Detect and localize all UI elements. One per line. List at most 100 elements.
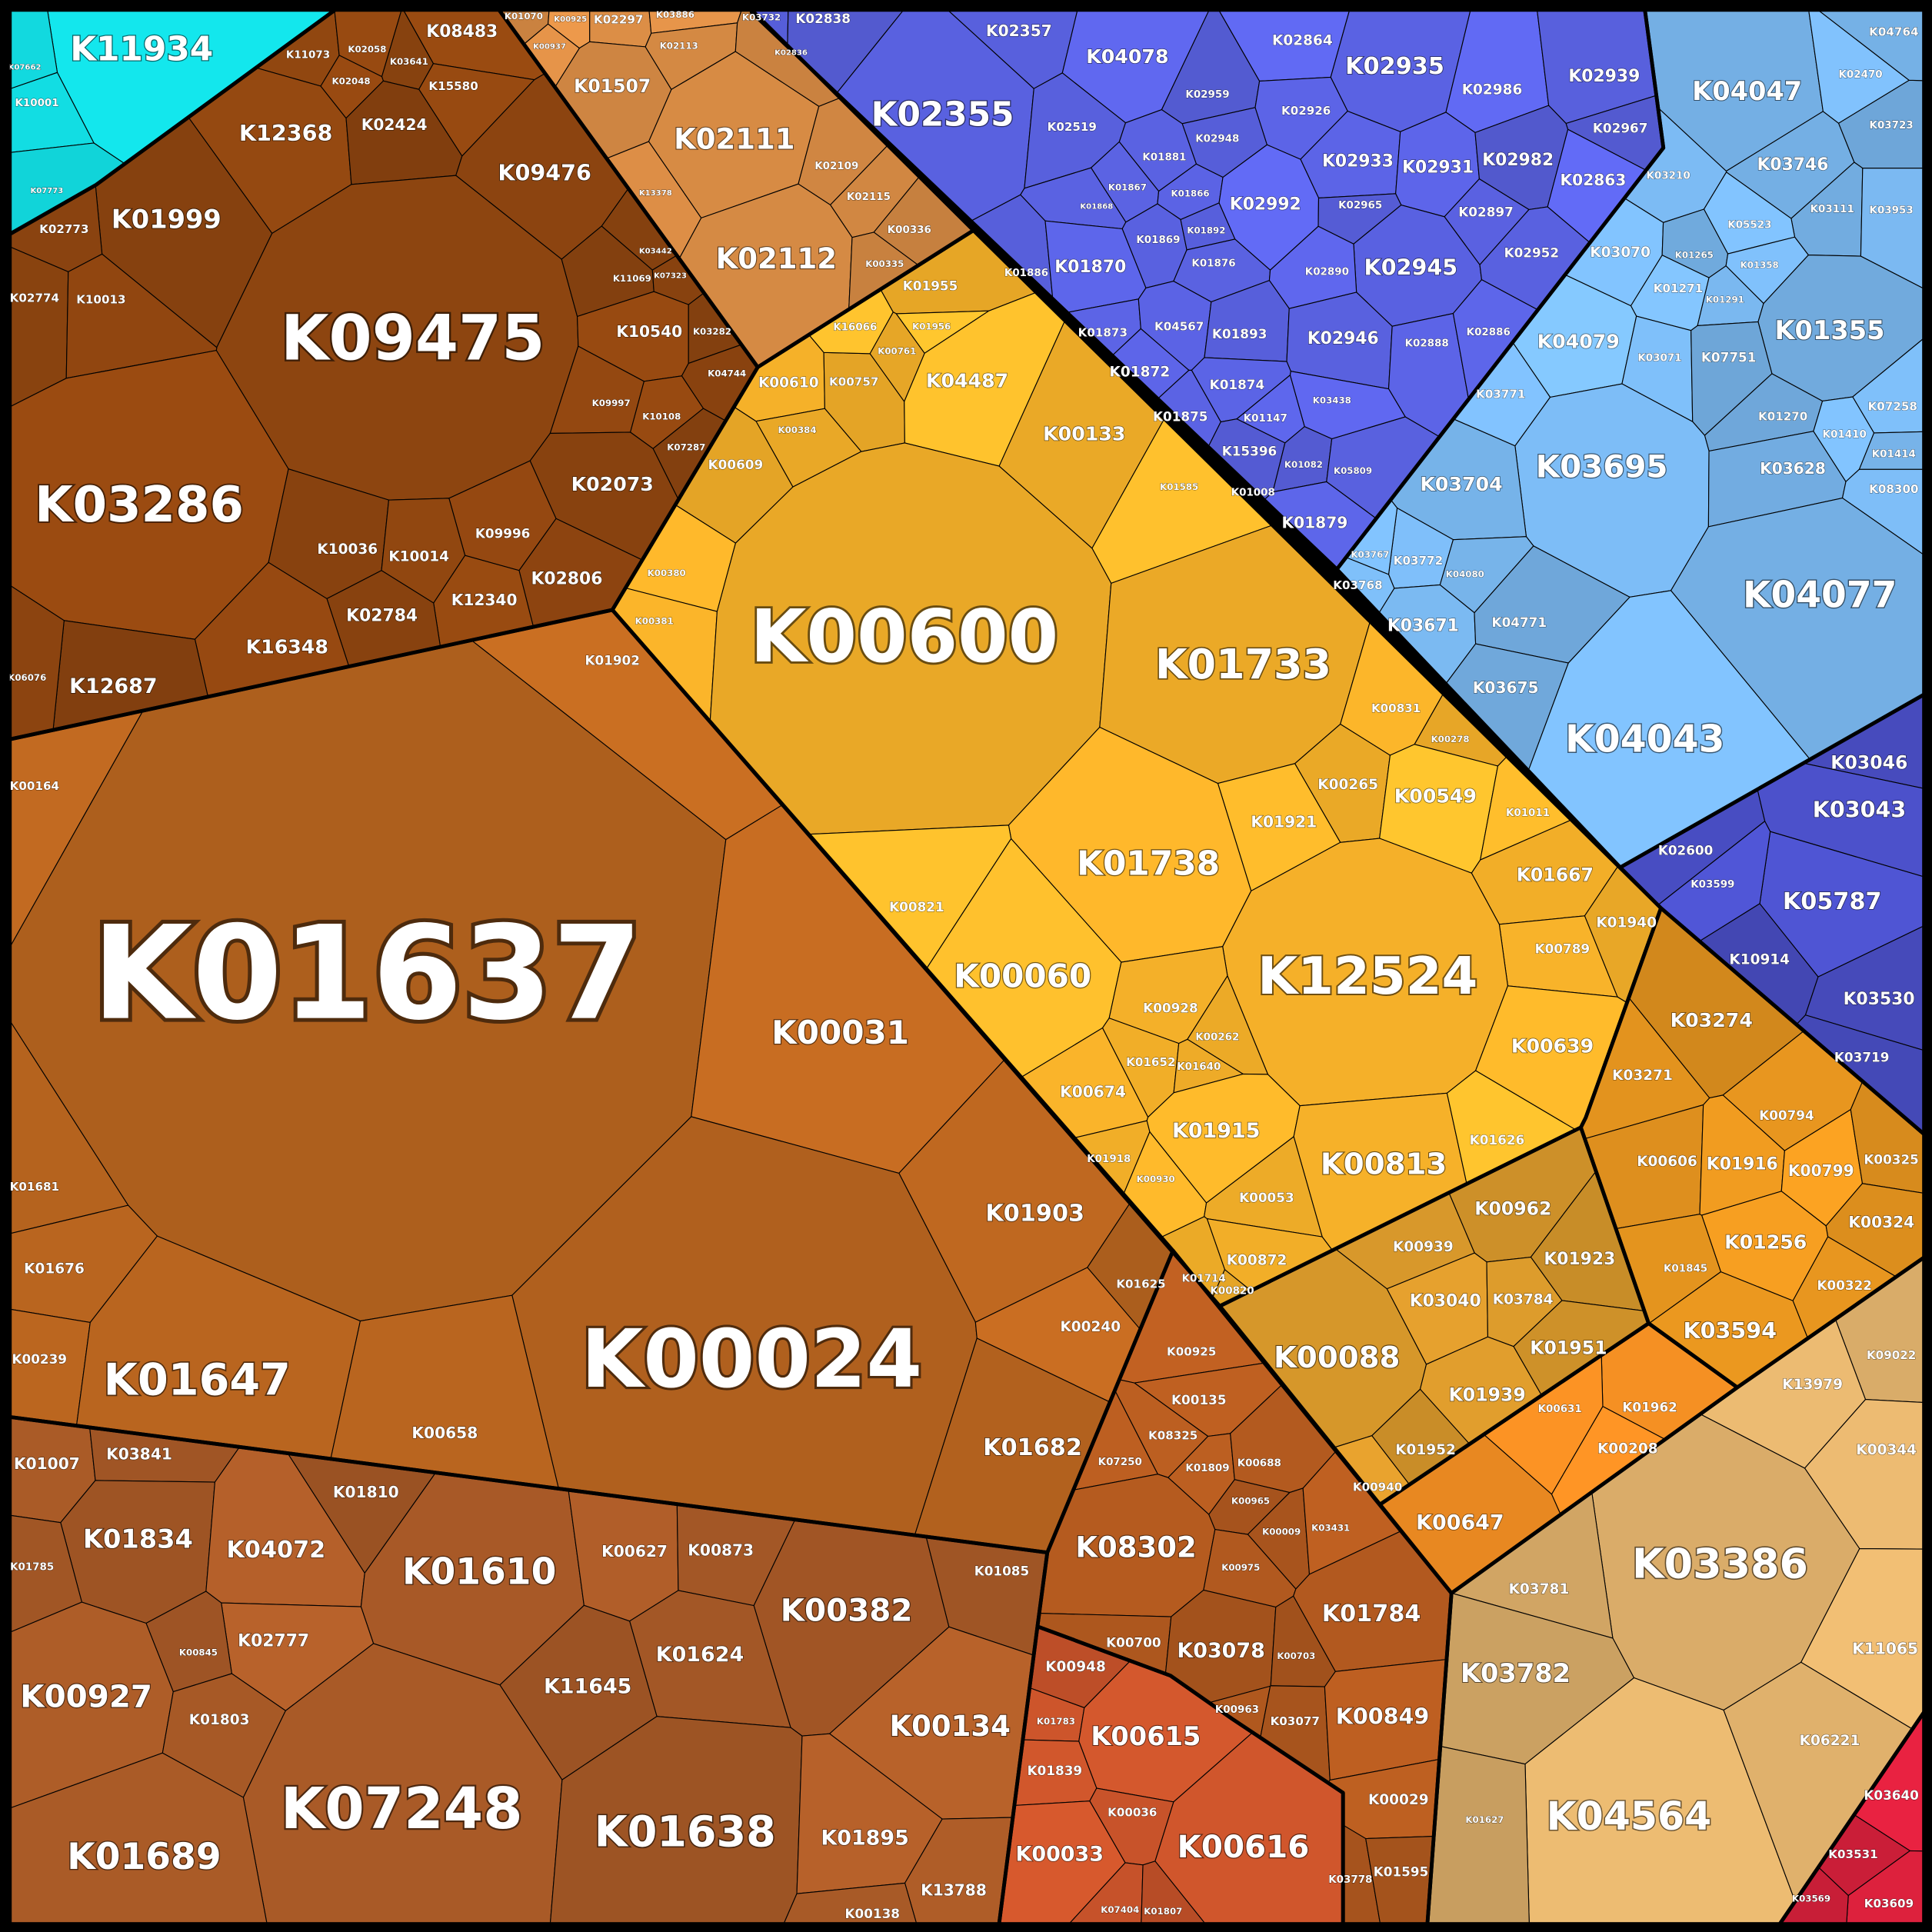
cell-label: K01956 xyxy=(912,321,951,332)
cell-label: K00031 xyxy=(771,1014,909,1051)
cell-label: K00761 xyxy=(878,346,916,357)
cell-label: K00700 xyxy=(1106,1635,1161,1651)
cell-label: K08302 xyxy=(1075,1531,1196,1564)
cell-label: K01834 xyxy=(83,1524,193,1554)
cell-label: K00688 xyxy=(1237,1458,1281,1470)
cell-label: K01637 xyxy=(92,898,643,1049)
cell-label: K03771 xyxy=(1476,388,1525,401)
cell xyxy=(1858,431,1932,470)
cell-label: K02926 xyxy=(1281,104,1331,118)
cell-label: K07250 xyxy=(1098,1457,1142,1468)
cell-label: K12687 xyxy=(69,675,157,698)
cell-label: K04079 xyxy=(1537,330,1620,352)
cell-label: K00930 xyxy=(1137,1174,1175,1184)
cell-label: K13979 xyxy=(1782,1377,1843,1393)
cell-label: K01291 xyxy=(1706,294,1744,305)
cell-label: K00963 xyxy=(1215,1704,1259,1716)
cell-label: K00674 xyxy=(1060,1082,1126,1101)
cell-label: K01667 xyxy=(1517,864,1594,885)
cell-label: K13378 xyxy=(639,189,672,198)
cell-label: K13788 xyxy=(921,1881,987,1900)
cell-label: K02058 xyxy=(348,44,386,55)
cell-label: K00053 xyxy=(1239,1190,1294,1205)
cell-label: K00382 xyxy=(781,1592,913,1628)
cell-label: K00616 xyxy=(1178,1829,1310,1865)
cell-label: K00060 xyxy=(954,957,1091,994)
cell-label: K01640 xyxy=(1177,1061,1221,1073)
cell-label: K02939 xyxy=(1568,67,1640,86)
cell xyxy=(1289,371,1406,440)
cell-label: K03070 xyxy=(1590,245,1651,261)
cell-label: K04744 xyxy=(708,368,746,378)
cell-label: K02992 xyxy=(1230,195,1301,214)
cell-label: K12340 xyxy=(451,591,518,609)
cell-label: K02948 xyxy=(1195,134,1239,145)
cell-label: K00335 xyxy=(865,258,904,269)
cell-label: K10036 xyxy=(317,541,378,558)
cell-label: K05809 xyxy=(1334,465,1372,476)
cell-label: K05787 xyxy=(1783,888,1882,915)
cell-label: K01940 xyxy=(1596,914,1657,931)
group-boundaries-layer xyxy=(8,8,1932,1932)
cell-label: K07404 xyxy=(1101,1904,1139,1915)
cell-label: K02965 xyxy=(1338,200,1382,212)
cell-label: K00609 xyxy=(708,457,764,472)
cell-label: K09475 xyxy=(281,303,545,375)
cell-label: K10014 xyxy=(388,549,449,565)
cell-label: K03286 xyxy=(35,477,244,534)
cell-label: K03078 xyxy=(1177,1639,1264,1663)
cell-label: K11073 xyxy=(286,50,330,62)
cell-label: K01879 xyxy=(1281,513,1347,531)
cell-label: K01867 xyxy=(1108,182,1147,193)
cell-label: K04043 xyxy=(1565,718,1724,761)
cell-label: K15396 xyxy=(1222,443,1277,458)
cell-label: K00135 xyxy=(1171,1392,1227,1407)
cell-label: K00324 xyxy=(1848,1213,1914,1231)
cell-label: K01070 xyxy=(505,11,543,22)
cell-label: K00965 xyxy=(1231,1495,1270,1506)
cell-label: K00322 xyxy=(1817,1277,1872,1293)
cell-label: K00975 xyxy=(1221,1562,1260,1573)
cell-label: K07662 xyxy=(8,64,42,72)
cell-label: K02297 xyxy=(594,13,643,27)
cell-label: K02888 xyxy=(1405,338,1449,349)
cell xyxy=(779,1882,920,1932)
cell-label: K00849 xyxy=(1336,1704,1430,1730)
cell-label: K01869 xyxy=(1136,235,1180,246)
cell-label: K00239 xyxy=(12,1351,67,1367)
cell-label: K01627 xyxy=(1465,1814,1504,1825)
cell-label: K00962 xyxy=(1474,1198,1551,1220)
cell-label: K11069 xyxy=(613,273,651,284)
cell-label: K01638 xyxy=(595,1807,776,1857)
cell-label: K01007 xyxy=(14,1454,80,1473)
cell-label: K03886 xyxy=(656,9,695,20)
cell-label: K03111 xyxy=(1810,204,1854,215)
cell-label: K03782 xyxy=(1461,1658,1571,1688)
cell-label: K03046 xyxy=(1830,752,1907,774)
cell-label: K01955 xyxy=(903,278,958,294)
cell-label: K00872 xyxy=(1227,1252,1287,1268)
cell-label: K03274 xyxy=(1671,1009,1753,1031)
cell-label: K02470 xyxy=(1838,69,1882,81)
cell-label: K03671 xyxy=(1387,616,1459,635)
cell-label: K00009 xyxy=(1262,1526,1301,1537)
cell-label: K03071 xyxy=(1637,353,1681,365)
cell-label: K01921 xyxy=(1251,813,1317,831)
cell-label: K00381 xyxy=(635,615,674,626)
cell-label: K06221 xyxy=(1800,1733,1860,1749)
cell-label: K01624 xyxy=(656,1643,744,1667)
cell-label: K04047 xyxy=(1692,76,1802,106)
cell-label: K01785 xyxy=(10,1561,54,1573)
cell-label: K01915 xyxy=(1172,1119,1260,1143)
cell-label: K01845 xyxy=(1664,1264,1707,1275)
cell-label: K03431 xyxy=(1311,1523,1350,1534)
cell-label: K02946 xyxy=(1307,329,1379,348)
cell-label: K07751 xyxy=(1701,350,1757,365)
cell-label: K07773 xyxy=(30,187,63,195)
cells-layer xyxy=(9,9,1932,1932)
cell-label: K01676 xyxy=(24,1261,85,1277)
cell-label: K11934 xyxy=(70,30,213,69)
cell-label: K01585 xyxy=(1160,481,1198,492)
cell-label: K01962 xyxy=(1622,1400,1677,1415)
cell-label: K00831 xyxy=(1371,701,1421,715)
